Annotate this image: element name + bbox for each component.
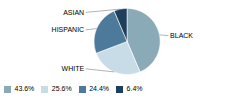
html-text:24.4%: 24.4% xyxy=(89,85,110,92)
svg-text:ASIAN: ASIAN xyxy=(63,9,84,16)
html-text:6.4%: 6.4% xyxy=(126,85,143,92)
html-text:43.6%: 43.6% xyxy=(14,85,35,92)
svg-text:HISPANIC: HISPANIC xyxy=(52,26,85,33)
svg-text:BLACK: BLACK xyxy=(170,32,193,39)
html-text:25.6%: 25.6% xyxy=(51,85,72,92)
svg-text:WHITE: WHITE xyxy=(62,65,85,72)
